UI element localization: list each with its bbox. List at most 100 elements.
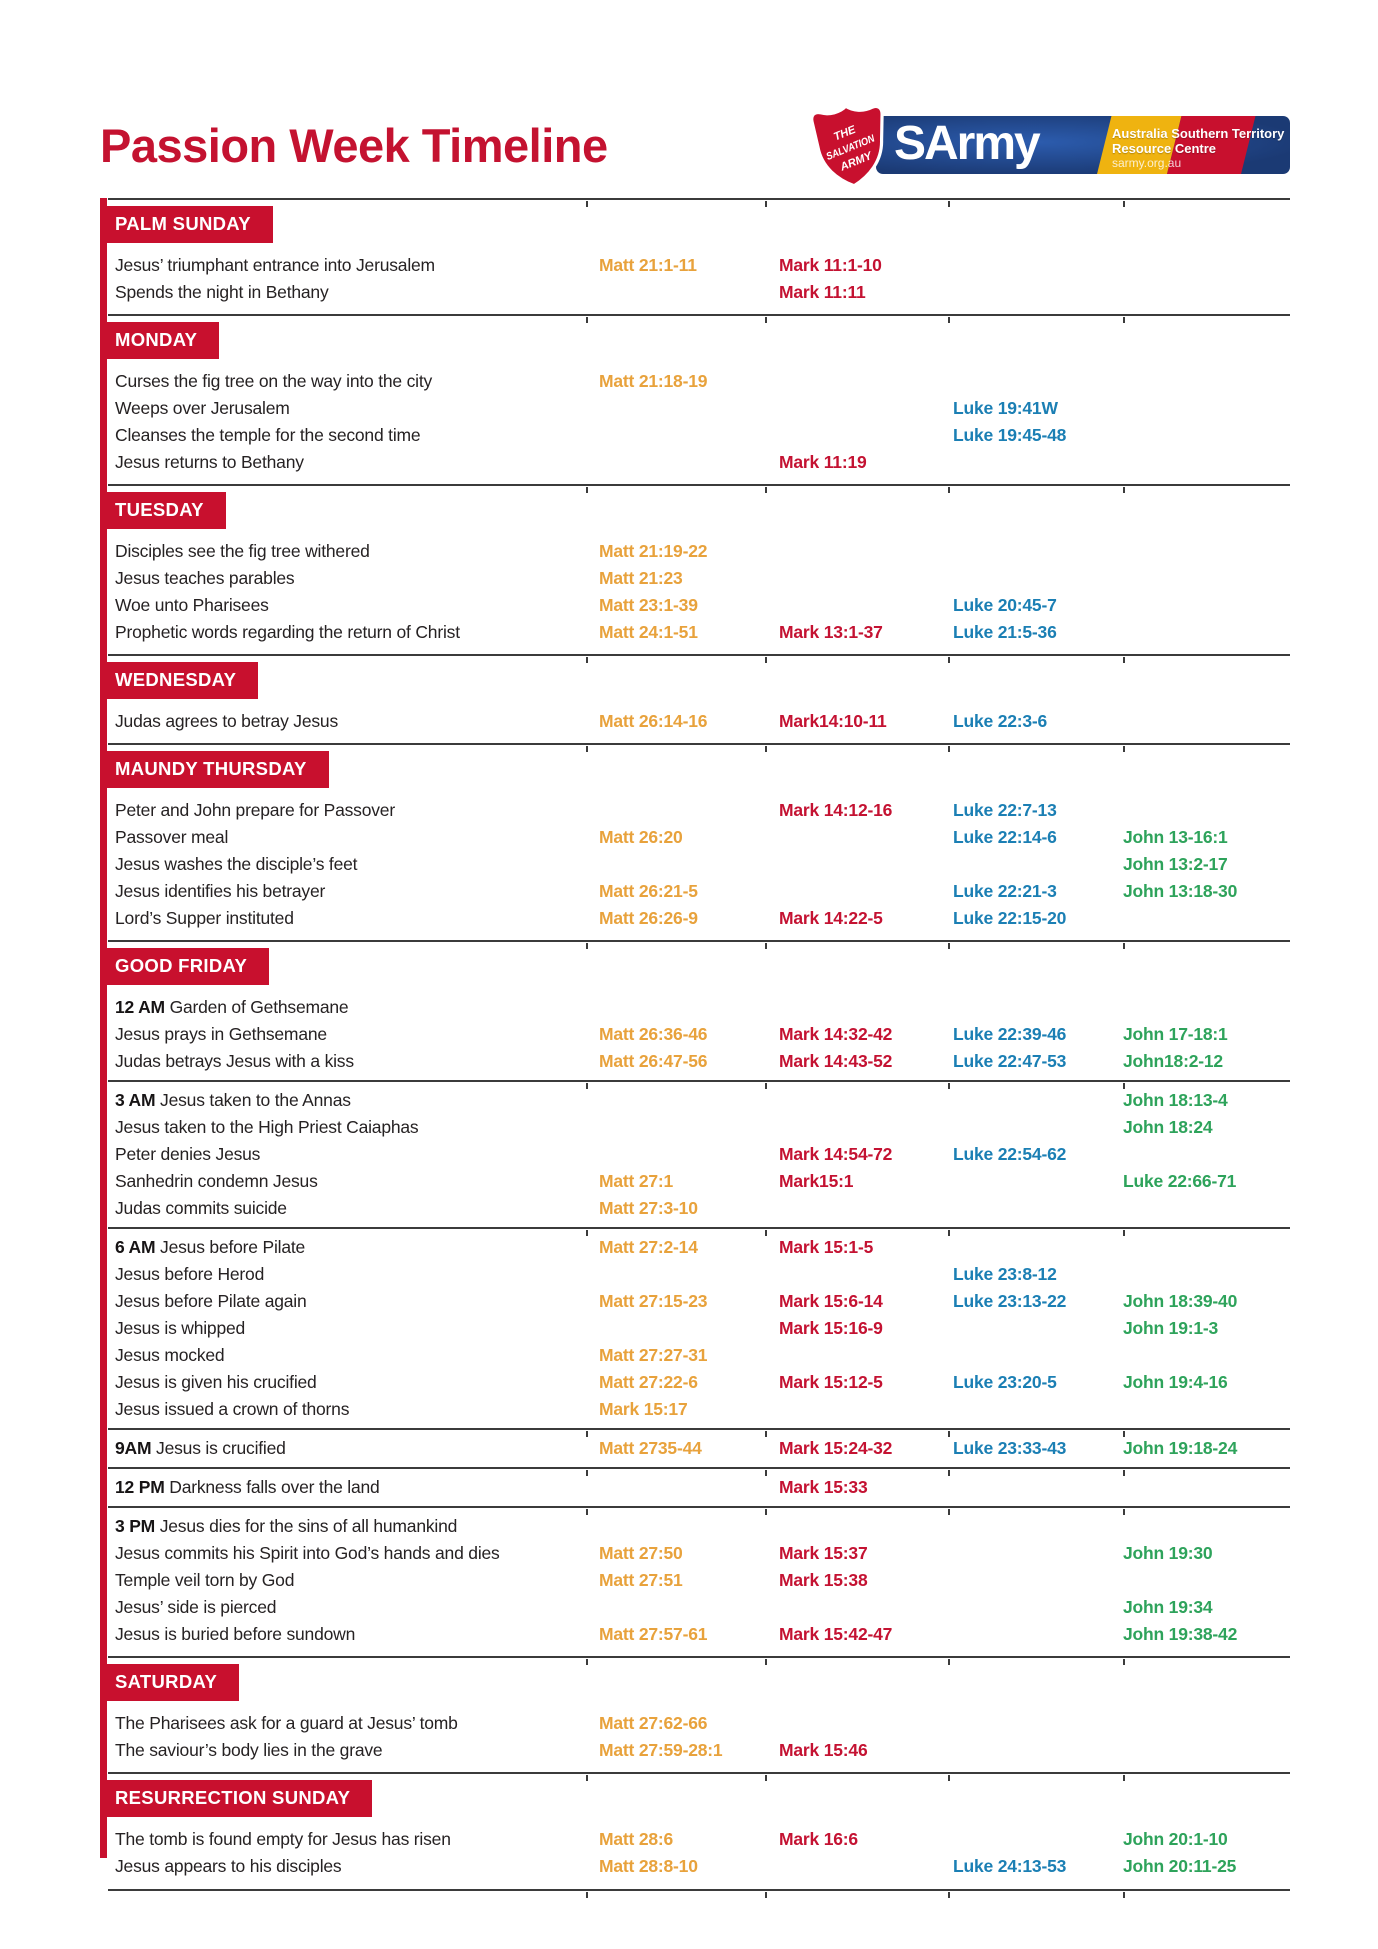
mark-reference: Mark 15:6-14 [779,1291,883,1311]
event-description: Sanhedrin condemn Jesus [115,1171,318,1191]
matt-reference: Matt 26:21-5 [599,881,698,901]
mark-reference: Mark 11:19 [779,452,867,472]
divider-tick [948,1659,950,1665]
divider-tick [586,1509,588,1515]
matt-reference: Matt 27:51 [599,1570,683,1590]
event-description: Jesus appears to his disciples [115,1856,342,1876]
event-description: Jesus before Herod [115,1264,265,1284]
event-description: Jesus is given his crucified [115,1372,317,1392]
timeline-row: 12 PM Darkness falls over the land Mark 1… [100,1474,1290,1501]
section-divider [108,314,1290,323]
matt-reference: Matt 21:1-11 [599,255,697,275]
divider-tick [765,1775,767,1781]
event-description: Jesus commits his Spirit into God’s hand… [115,1543,500,1563]
event-text: Sanhedrin condemn Jesus [100,1168,1290,1195]
timeline-row: 6 AM Jesus before Pilate Matt 27:2-14 Mark… [100,1234,1290,1261]
event-text: Peter and John prepare for Passover [100,797,1290,824]
timeline-row: Jesus washes the disciple’s feet John 13:… [100,851,1290,878]
mark-reference: Mark 14:12-16 [779,800,893,820]
divider-tick [1123,1659,1125,1665]
divider-tick [1123,1470,1125,1476]
luke-reference: Luke 22:21-3 [953,881,1057,901]
event-description: Weeps over Jerusalem [115,398,290,418]
matt-reference: Matt 26:47-56 [599,1051,708,1071]
left-accent-bar [100,198,107,1858]
john-reference: John 19:1-3 [1123,1318,1219,1338]
divider-tick [948,746,950,752]
event-description: Peter denies Jesus [115,1144,261,1164]
timeline-content: PALM SUNDAY Jesus’ triumphant entrance in… [100,198,1290,1898]
event-description: Jesus before Pilate [160,1237,306,1257]
event-text: Jesus’ triumphant entrance into Jerusale… [100,252,1290,279]
divider-tick [586,1083,588,1089]
divider-tick [586,1892,588,1898]
event-description: Cleanses the temple for the second time [115,425,421,445]
timeline-row: 3 PM Jesus dies for the sins of all huma… [100,1513,1290,1540]
divider-tick [948,943,950,949]
time-label: 3 AM [115,1090,156,1110]
event-description: Passover meal [115,827,229,847]
event-text: Jesus identifies his betrayer [100,878,1290,905]
mark-reference: Mark 14:54-72 [779,1144,893,1164]
event-description: Jesus teaches parables [115,568,295,588]
event-text: Jesus taken to the High Priest Caiaphas [100,1114,1290,1141]
matt-reference: Matt 27:3-10 [599,1198,698,1218]
john-reference: John 13:18-30 [1123,881,1238,901]
event-text: 12 AM Garden of Gethsemane [100,994,1290,1021]
event-text: Jesus issued a crown of thorns [100,1396,1290,1423]
timeline-row: Cleanses the temple for the second time L… [100,422,1290,449]
divider-tick [1123,1431,1125,1437]
event-text: Jesus before Herod [100,1261,1290,1288]
mark-reference: Mark 11:11 [779,282,866,302]
event-description: Jesus taken to the High Priest Caiaphas [115,1117,419,1137]
john-reference: John 18:39-40 [1123,1291,1238,1311]
divider-tick [1123,1892,1125,1898]
divider-tick [586,1659,588,1665]
matt-reference: Matt 26:14-16 [599,711,708,731]
matt-reference: Matt 26:36-46 [599,1024,708,1044]
sarmy-brand-text: SArmy [894,117,1041,170]
event-text: Disciples see the fig tree withered [100,538,1290,565]
event-description: The saviour’s body lies in the grave [115,1740,383,1760]
event-description: Jesus issued a crown of thorns [115,1399,350,1419]
divider-tick [1123,1509,1125,1515]
timeline-row: Jesus is buried before sundown Matt 27:57… [100,1621,1290,1648]
john-reference: John 19:34 [1123,1597,1213,1617]
timeline-row: Temple veil torn by God Matt 27:51 Mark 15… [100,1567,1290,1594]
event-description: Jesus is buried before sundown [115,1624,356,1644]
mark-reference: Mark15:1 [779,1171,854,1191]
event-description: Jesus washes the disciple’s feet [115,854,358,874]
day-header-monday: MONDAY [100,322,220,359]
mark-reference: Mark 14:43-52 [779,1051,893,1071]
luke-reference: Luke 22:14-6 [953,827,1057,847]
event-description: Disciples see the fig tree withered [115,541,370,561]
matt-reference: Matt 26:20 [599,827,683,847]
logo-territory-text: Australia Southern Territory Resource Ce… [1112,126,1284,170]
matt-reference: Matt 27:1 [599,1171,674,1191]
event-text: 3 PM Jesus dies for the sins of all huma… [100,1513,1290,1540]
john-reference: Luke 22:66-71 [1123,1171,1237,1191]
event-text: Lord’s Supper instituted [100,905,1290,932]
matt-reference: Matt 27:59-28:1 [599,1740,723,1760]
matt-reference: Matt 27:50 [599,1543,683,1563]
event-text: 6 AM Jesus before Pilate [100,1234,1290,1261]
divider-tick [948,487,950,493]
time-label: 12 PM [115,1477,165,1497]
matt-reference: Matt 27:22-6 [599,1372,698,1392]
john-reference: John 19:18-24 [1123,1438,1238,1458]
resource-centre-line: Resource Centre [1112,141,1217,156]
sarmy-logo: SArmy Australia Southern Territory Resou… [806,100,1290,190]
event-description: Jesus’ side is pierced [115,1597,277,1617]
timeline-row: Peter denies Jesus Mark 14:54-72 Luke 22:5… [100,1141,1290,1168]
matt-reference: Matt 24:1-51 [599,622,698,642]
timeline-row: Jesus’ triumphant entrance into Jerusale… [100,252,1290,279]
event-description: Lord’s Supper instituted [115,908,294,928]
matt-reference: Matt 27:57-61 [599,1624,708,1644]
john-reference: John 19:4-16 [1123,1372,1228,1392]
john-reference: John 19:30 [1123,1543,1213,1563]
timeline-row: Jesus before Pilate again Matt 27:15-23 Ma… [100,1288,1290,1315]
event-description: Spends the night in Bethany [115,282,329,302]
section-divider [108,1506,1290,1515]
timeline-row: The saviour’s body lies in the grave Matt… [100,1737,1290,1764]
event-text: Jesus mocked [100,1342,1290,1369]
